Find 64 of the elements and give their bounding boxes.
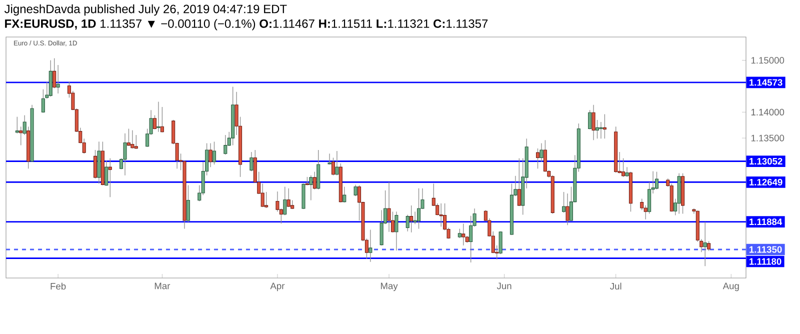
candlestick (599, 122, 603, 139)
y-tick-label: 1.14000 (751, 108, 784, 116)
candlestick (410, 205, 414, 233)
candlestick (592, 104, 596, 140)
candlestick (156, 101, 160, 132)
candlestick (368, 229, 372, 262)
candlestick (56, 64, 60, 94)
x-tick-label: Apr (270, 282, 285, 292)
candlestick (316, 150, 320, 190)
candlestick (625, 166, 629, 178)
candlestick (462, 223, 466, 246)
candlestick (126, 128, 130, 146)
x-tick-label: Jun (496, 282, 512, 290)
candlestick (264, 192, 268, 208)
candlestick (208, 142, 212, 168)
candlestick (387, 182, 391, 232)
candlestick (41, 89, 45, 113)
candlestick (342, 186, 346, 203)
candlestick (186, 184, 190, 222)
candlestick (108, 158, 112, 198)
candlestick (335, 150, 339, 176)
candlestick (104, 160, 108, 186)
candlestick (644, 205, 648, 220)
ref-line-label: 1.13052 (750, 158, 782, 165)
candlestick (250, 152, 254, 172)
ref-line-label: 1.12649 (750, 178, 782, 186)
candlestick (566, 193, 570, 226)
candlestick (602, 114, 606, 139)
ref-line-label: 1.11884 (750, 218, 782, 226)
ref-line-label: 1.14573 (750, 79, 782, 86)
candlestick (439, 203, 443, 228)
candlestick (212, 141, 216, 165)
candlestick (417, 188, 421, 230)
candlestick (286, 188, 290, 208)
x-tick-label: Jul (610, 282, 622, 290)
x-tick-label: May (380, 282, 398, 292)
candlestick (224, 134, 228, 155)
x-tick-label: Mar (154, 282, 170, 290)
candlestick (354, 184, 358, 196)
candlestick (328, 153, 332, 165)
candlestick (134, 134, 138, 150)
candlestick (394, 211, 398, 251)
ref-line-label: 1.11350 (750, 246, 782, 253)
candlestick (588, 110, 592, 130)
candlestick (536, 148, 540, 169)
candlestick (94, 150, 98, 179)
candlestick (562, 192, 566, 214)
candlestick (309, 175, 313, 201)
candlestick (130, 130, 134, 149)
candlestick (596, 120, 600, 139)
candlestick (498, 231, 502, 254)
x-tick-label: Feb (50, 282, 66, 290)
candlestick (654, 171, 659, 190)
candlestick (640, 198, 644, 210)
text: FX:EURUSD, 1D 1.11357 ▼ −0.00110 (−0.1%) O:1.11467 H:1.11511 L:1.11321 C:1.11357 (5, 19, 488, 30)
chart-title: JigneshDavda published July 26, 2019 04:47:19 EDT (4, 4, 287, 16)
candlestick (517, 158, 521, 206)
ref-line-label: 1.11180 (750, 258, 782, 265)
candlestick (703, 222, 707, 266)
y-tick-label: 1.15000 (751, 57, 784, 64)
candlestick (260, 183, 264, 208)
y-tick-label: 1.13500 (751, 134, 784, 142)
candlestick (15, 116, 19, 134)
x-tick-label: Aug (722, 282, 739, 292)
